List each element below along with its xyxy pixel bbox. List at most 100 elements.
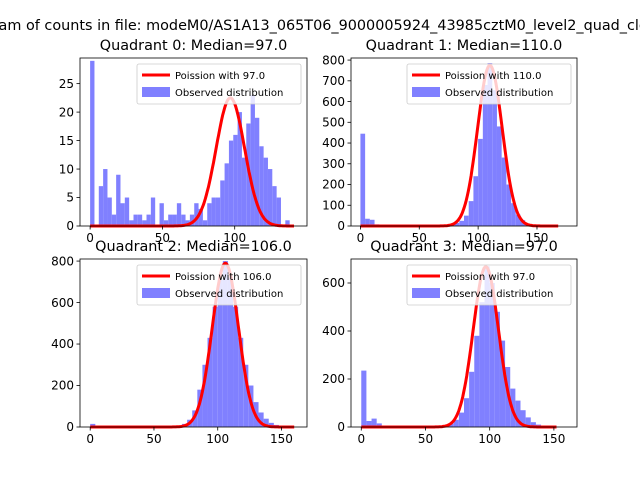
y-tick-label: 100 xyxy=(322,198,345,212)
y-tick-label: 600 xyxy=(51,296,74,310)
histogram-bar xyxy=(198,208,203,226)
histogram-bar xyxy=(272,186,277,226)
histogram-bar xyxy=(263,418,269,427)
histogram-bar xyxy=(176,203,182,226)
histogram-bar xyxy=(530,422,536,427)
axes-frame xyxy=(350,57,578,227)
histogram-bar xyxy=(268,422,274,427)
axes-frame xyxy=(79,258,308,428)
y-tick-label: 200 xyxy=(51,379,74,393)
legend-bar-swatch xyxy=(412,288,440,298)
legend: Poission with 106.0 Observed distribution xyxy=(136,264,302,306)
histogram-bar xyxy=(479,302,485,427)
legend-label-poisson: Poission with 110.0 xyxy=(445,71,541,82)
histogram-bar xyxy=(181,214,186,226)
histogram-bar xyxy=(207,337,213,427)
histogram-bar xyxy=(228,140,234,226)
histogram-bar xyxy=(365,218,370,226)
histogram-bar xyxy=(133,214,138,226)
y-tick-label: 700 xyxy=(322,74,345,88)
histogram-bar xyxy=(150,197,156,226)
y-tick-label: 600 xyxy=(322,276,345,290)
histogram-bar xyxy=(120,203,125,226)
histogram-bar xyxy=(267,169,273,226)
histogram-bar xyxy=(361,370,367,427)
histogram-bar xyxy=(515,400,521,427)
histogram-bar xyxy=(103,169,108,226)
histogram-bar xyxy=(233,306,239,427)
histogram-bar xyxy=(222,261,228,427)
histogram-bar xyxy=(163,220,169,226)
histogram-bar xyxy=(448,423,454,427)
legend-label-observed: Observed distribution xyxy=(445,88,553,99)
histogram-bar xyxy=(107,197,112,226)
subplot-quadrant-1: 0 50 100 150 0 100 200 300 400 500 600 700 800 Quadra… xyxy=(322,38,578,245)
subplot-title: Quadrant 2: Median=106.0 xyxy=(95,239,292,255)
histogram-bar xyxy=(243,364,249,427)
histogram-bar xyxy=(111,214,117,226)
histogram-bar xyxy=(250,95,255,226)
histogram-bar xyxy=(224,163,229,226)
axes-frame xyxy=(350,258,578,428)
legend-label-poisson: Poission with 97.0 xyxy=(445,272,535,283)
x-tick-label: 0 xyxy=(357,432,365,446)
histogram-bar xyxy=(211,197,216,226)
y-tick-label: 0 xyxy=(66,420,74,434)
histogram-bar xyxy=(478,138,483,226)
subplot-title: Quadrant 0: Median=97.0 xyxy=(100,38,288,54)
histogram-bar xyxy=(469,371,475,427)
x-tick-label: 0 xyxy=(357,231,365,245)
histogram-bar xyxy=(489,283,495,427)
histogram-bar xyxy=(220,180,225,226)
x-tick-label: 150 xyxy=(270,432,293,446)
histogram-bar xyxy=(212,306,218,427)
legend-bar-swatch xyxy=(142,87,170,97)
subplot-title: Quadrant 3: Median=97.0 xyxy=(370,239,558,255)
x-tick-label: 100 xyxy=(478,432,501,446)
histogram-bar xyxy=(453,419,459,427)
histogram-bar xyxy=(116,174,121,226)
histogram-bar xyxy=(474,335,480,427)
y-tick-label: 15 xyxy=(59,134,74,148)
histogram-bar xyxy=(494,311,500,427)
histogram-bar xyxy=(487,63,493,227)
histogram-bar xyxy=(259,146,264,226)
subplot-quadrant-0: 0 50 100 0 5 10 15 20 25 Quadrant 0: Median=97.0 P… xyxy=(59,38,308,245)
x-tick-label: 100 xyxy=(206,432,229,446)
histogram-bar xyxy=(515,214,521,226)
histogram-bar xyxy=(371,418,377,427)
histogram-bar xyxy=(197,389,203,427)
histogram-bar xyxy=(189,214,195,226)
histogram-bar xyxy=(464,215,469,226)
legend: Poission with 97.0 Observed distribution xyxy=(406,264,572,306)
histogram-bar xyxy=(129,220,134,226)
legend-bar-swatch xyxy=(412,87,440,97)
y-tick-label: 500 xyxy=(322,115,345,129)
histogram-bar xyxy=(482,84,488,227)
y-tick-label: 400 xyxy=(51,337,74,351)
histogram-bar xyxy=(172,214,177,226)
histogram-bar xyxy=(276,197,281,226)
histogram-bar xyxy=(492,90,497,226)
histogram-bar xyxy=(90,60,95,226)
x-tick-label: 50 xyxy=(412,231,427,245)
histogram-bar xyxy=(263,157,268,226)
histogram-bar xyxy=(98,186,104,226)
y-tick-label: 400 xyxy=(322,324,345,338)
legend-box xyxy=(136,264,302,306)
x-tick-label: 100 xyxy=(467,231,490,245)
histogram-bars xyxy=(90,60,290,226)
y-tick-label: 300 xyxy=(322,157,345,171)
x-tick-label: 0 xyxy=(86,432,94,446)
histogram-bar xyxy=(215,197,221,226)
y-tick-label: 0 xyxy=(337,219,345,233)
legend-box xyxy=(406,264,572,306)
y-tick-label: 0 xyxy=(337,420,345,434)
y-tick-label: 10 xyxy=(59,162,74,176)
histogram-bar xyxy=(369,219,375,226)
histogram-bar xyxy=(360,133,366,226)
x-tick-label: 100 xyxy=(223,231,246,245)
histogram-bar xyxy=(473,176,479,226)
histogram-bar xyxy=(90,423,96,427)
